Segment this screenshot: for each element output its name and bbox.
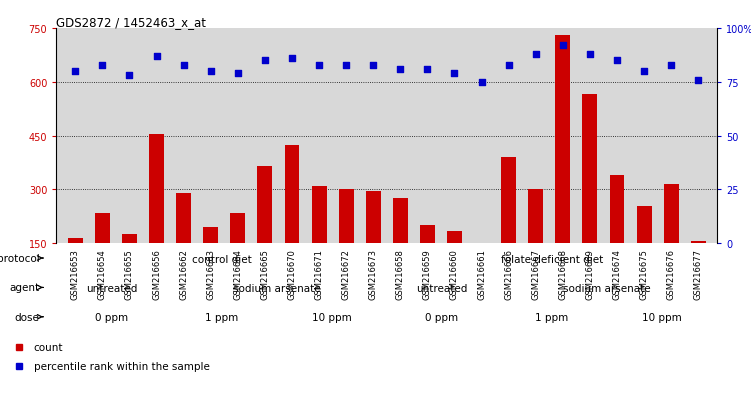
Bar <box>393 199 408 297</box>
Point <box>584 51 596 58</box>
Point <box>556 43 569 50</box>
Bar <box>366 192 381 297</box>
Bar <box>528 190 543 297</box>
Text: untreated: untreated <box>86 283 137 293</box>
Bar <box>691 242 706 297</box>
Text: 1 ppm: 1 ppm <box>205 313 238 323</box>
Bar <box>637 206 652 297</box>
Point <box>529 51 541 58</box>
Bar <box>285 145 300 297</box>
Bar <box>664 185 679 297</box>
Bar <box>204 228 218 297</box>
Point <box>178 62 190 69</box>
Point <box>367 62 379 69</box>
Bar <box>556 36 570 297</box>
Point <box>475 79 487 86</box>
Point <box>150 54 162 60</box>
Bar <box>122 235 137 297</box>
Point <box>340 62 352 69</box>
Bar <box>258 167 273 297</box>
Point <box>232 71 244 77</box>
Text: 1 ppm: 1 ppm <box>535 313 569 323</box>
Text: 10 ppm: 10 ppm <box>642 313 682 323</box>
Text: 0 ppm: 0 ppm <box>95 313 128 323</box>
Point <box>96 62 108 69</box>
Text: control diet: control diet <box>192 254 252 264</box>
Bar <box>339 190 354 297</box>
Text: 0 ppm: 0 ppm <box>425 313 458 323</box>
Bar <box>501 158 516 297</box>
Text: dose: dose <box>15 312 40 322</box>
Point <box>421 66 433 73</box>
Text: percentile rank within the sample: percentile rank within the sample <box>34 361 210 371</box>
Point <box>448 71 460 77</box>
Point <box>205 69 217 75</box>
Point <box>123 73 135 79</box>
Point <box>665 62 677 69</box>
Point <box>286 56 298 62</box>
Point <box>611 58 623 64</box>
Point <box>638 69 650 75</box>
Point <box>502 62 514 69</box>
Bar <box>583 95 597 297</box>
Bar <box>95 213 110 297</box>
Point <box>259 58 271 64</box>
Bar <box>447 231 462 297</box>
Text: protocol: protocol <box>0 254 40 263</box>
Bar <box>149 135 164 297</box>
Point <box>692 77 704 84</box>
Point <box>69 69 81 75</box>
Bar <box>176 194 191 297</box>
Text: 10 ppm: 10 ppm <box>312 313 351 323</box>
Point <box>313 62 325 69</box>
Bar <box>610 176 624 297</box>
Bar <box>420 226 435 297</box>
Text: count: count <box>34 342 63 352</box>
Text: sodium arsenate: sodium arsenate <box>233 283 321 293</box>
Point <box>394 66 406 73</box>
Text: untreated: untreated <box>416 283 468 293</box>
Bar <box>231 213 246 297</box>
Text: folate deficient diet: folate deficient diet <box>501 254 603 264</box>
Text: sodium arsenate: sodium arsenate <box>563 283 651 293</box>
Text: GDS2872 / 1452463_x_at: GDS2872 / 1452463_x_at <box>56 16 207 29</box>
Bar <box>312 186 327 297</box>
Bar <box>68 238 83 297</box>
Bar <box>474 259 489 297</box>
Text: agent: agent <box>10 283 40 293</box>
